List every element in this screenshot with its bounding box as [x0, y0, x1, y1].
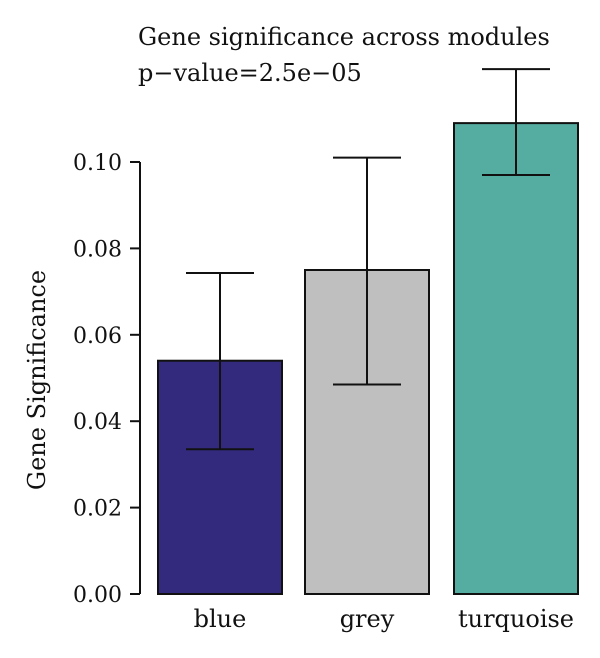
y-tick-label: 0.02 — [73, 497, 122, 522]
chart-subtitle: p−value=2.5e−05 — [138, 59, 362, 87]
x-tick-label-turquoise: turquoise — [458, 605, 574, 633]
y-axis-label: Gene Significance — [23, 270, 51, 490]
bar-turquoise — [453, 122, 579, 596]
chart-title: Gene significance across modules — [138, 23, 550, 51]
x-tick-label-blue: blue — [194, 605, 247, 633]
y-tick-label: 0.08 — [73, 237, 122, 262]
y-tick-label: 0.10 — [73, 151, 122, 176]
y-tick-label: 0.00 — [73, 583, 122, 608]
y-tick-label: 0.04 — [73, 410, 122, 435]
x-tick-label-grey: grey — [340, 605, 395, 633]
y-tick-label: 0.06 — [73, 324, 122, 349]
plot-area: 0.00 0.02 0.04 0.06 0.08 0.10 blue grey turquois… — [73, 68, 579, 633]
